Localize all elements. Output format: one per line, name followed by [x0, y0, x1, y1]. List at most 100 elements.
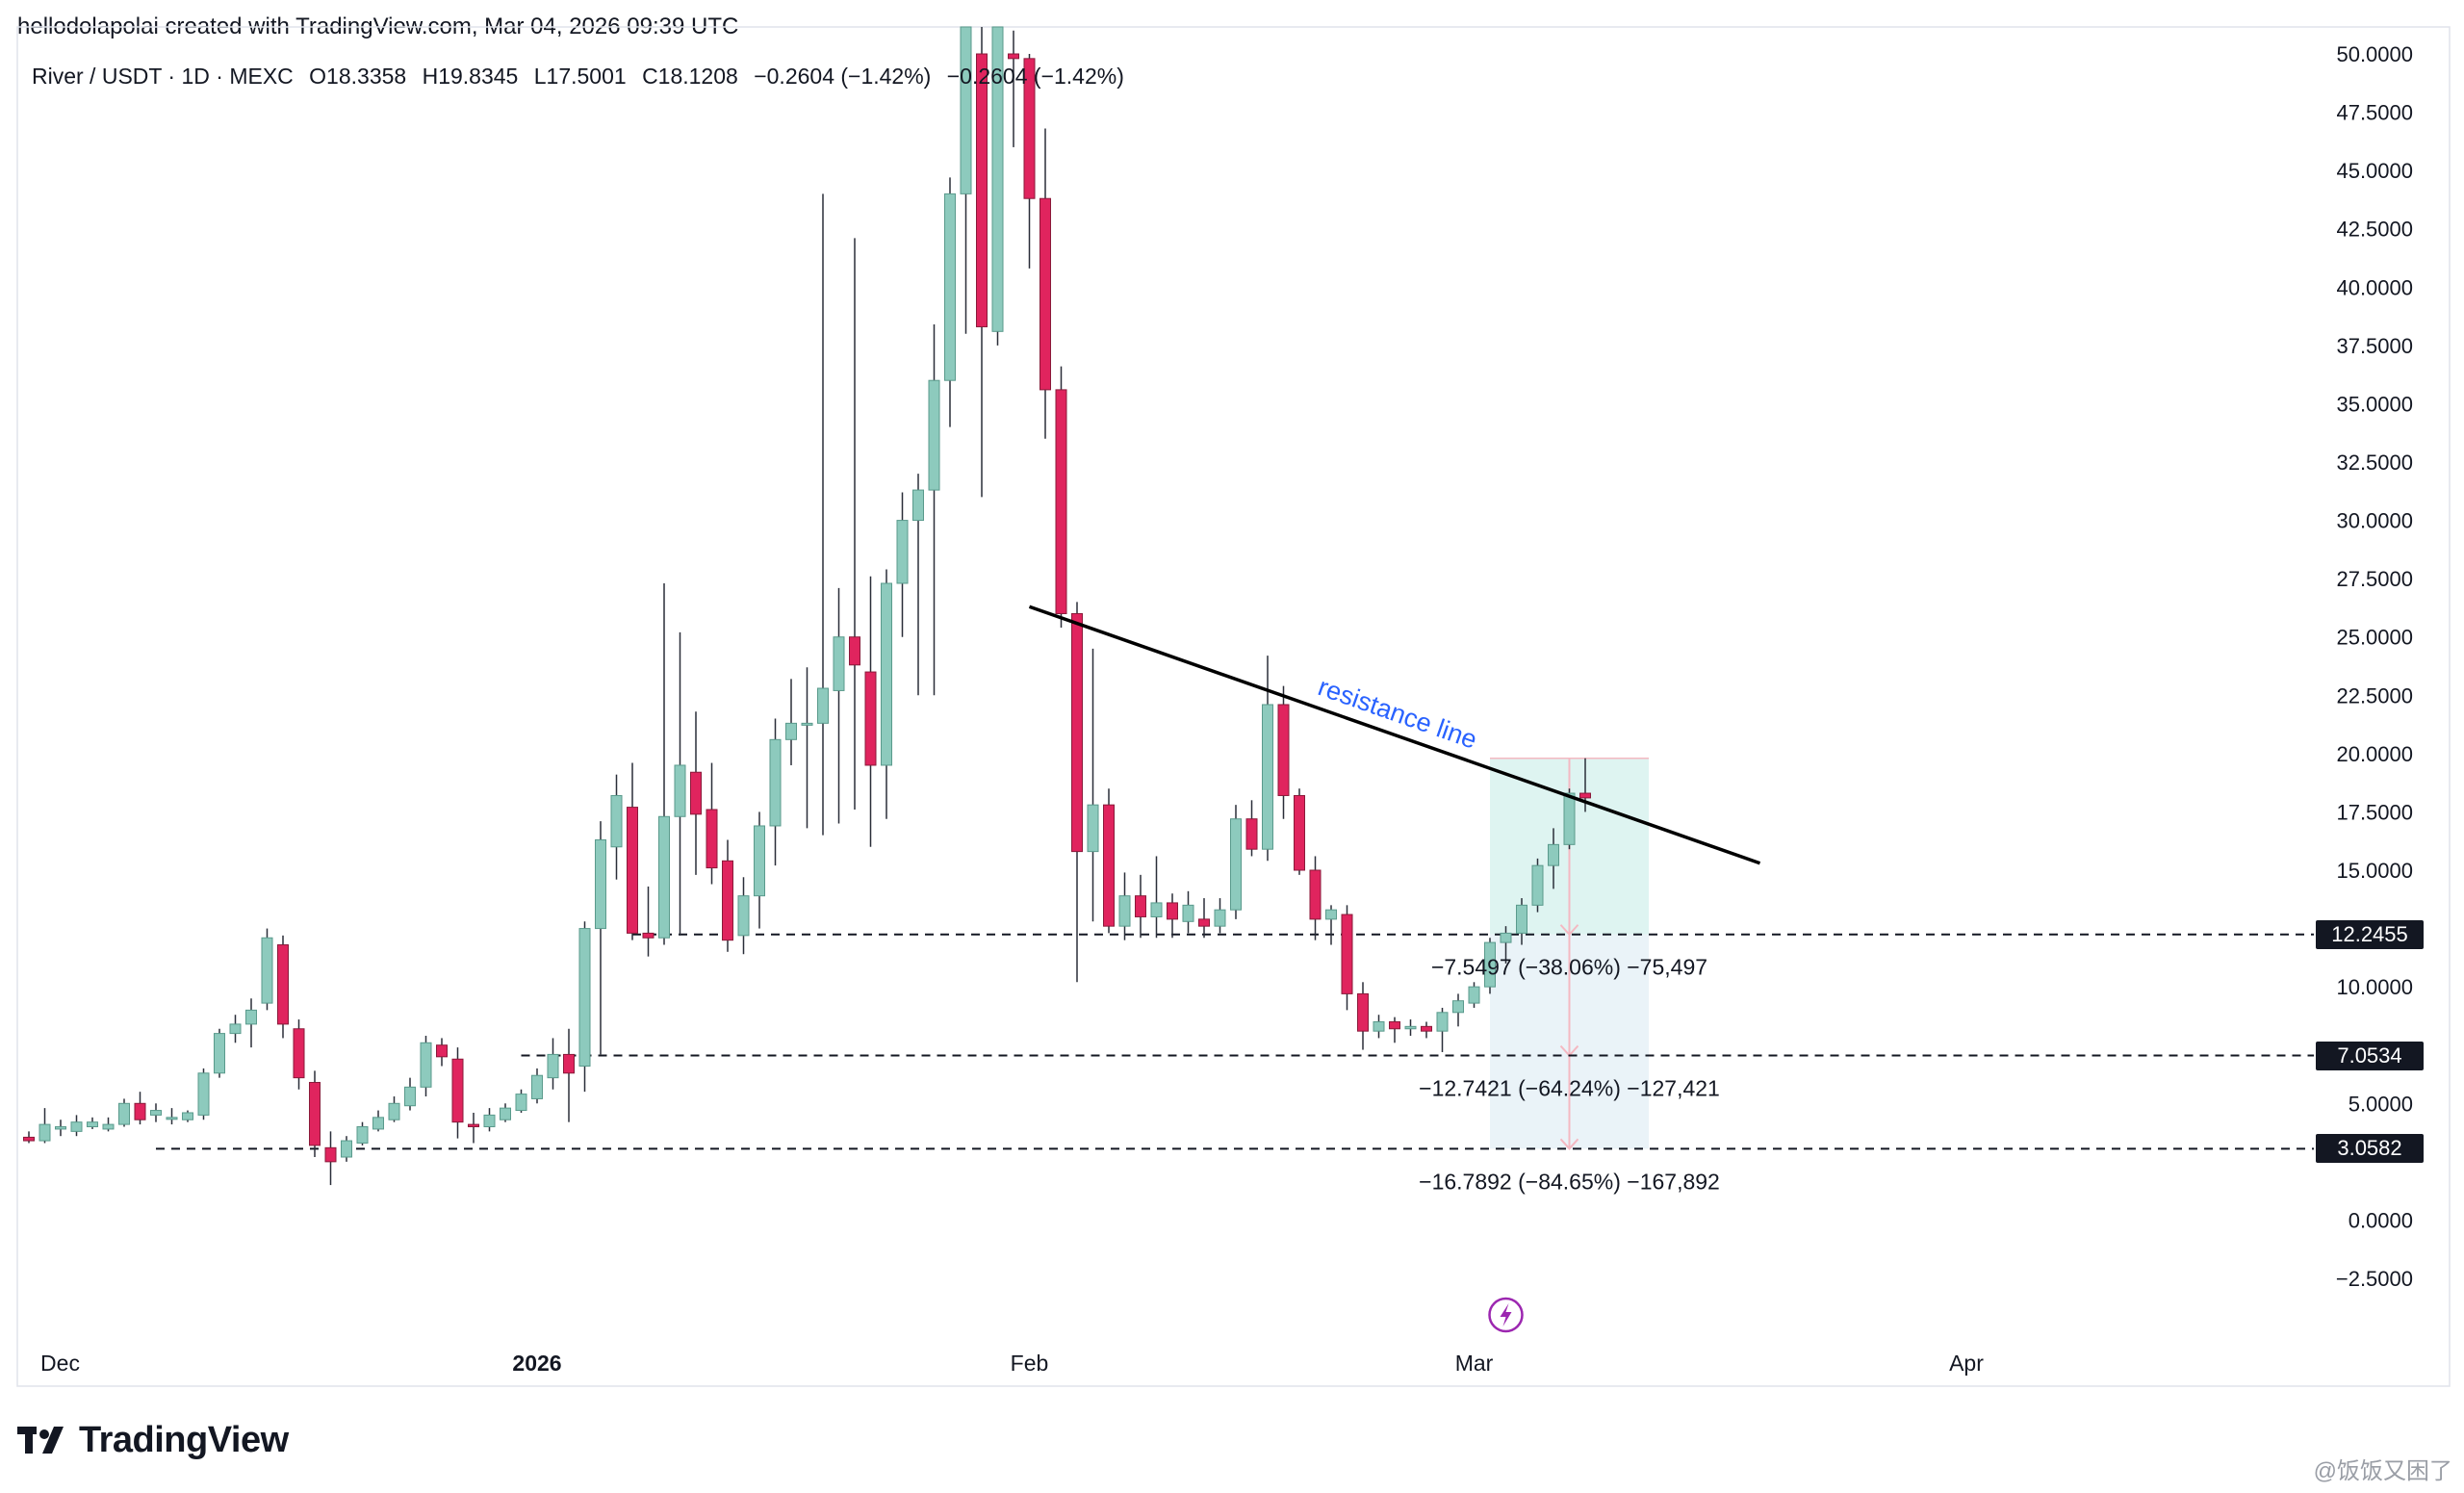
candle[interactable] [1452, 993, 1464, 1027]
candle[interactable] [849, 238, 860, 811]
candle[interactable] [1008, 30, 1019, 147]
candle[interactable] [150, 1103, 162, 1122]
resistance-line[interactable] [1028, 605, 1761, 865]
legend-symbol[interactable]: River / USDT · 1D · MEXC [32, 64, 294, 89]
candle[interactable] [1404, 1019, 1417, 1037]
candle[interactable] [1373, 1015, 1385, 1039]
candle[interactable] [87, 1117, 98, 1129]
candle[interactable] [1341, 905, 1353, 1011]
candle[interactable] [261, 928, 273, 1011]
candle[interactable] [944, 177, 956, 427]
candle[interactable] [754, 811, 765, 929]
candle[interactable] [500, 1103, 511, 1122]
candle[interactable] [468, 1112, 479, 1144]
candle[interactable] [420, 1036, 432, 1097]
candle[interactable] [864, 576, 877, 847]
candle[interactable] [1150, 856, 1163, 939]
candle[interactable] [642, 886, 654, 957]
candle[interactable] [578, 921, 591, 1093]
candle[interactable] [483, 1108, 496, 1132]
candle[interactable] [245, 998, 257, 1048]
candle[interactable] [769, 718, 782, 866]
candle[interactable] [1309, 856, 1322, 940]
candle[interactable] [1389, 1017, 1400, 1043]
candle[interactable] [1548, 828, 1559, 889]
candle[interactable] [1023, 54, 1036, 269]
candle[interactable] [293, 1019, 305, 1090]
candle[interactable] [1198, 898, 1210, 939]
candle[interactable] [436, 1038, 448, 1067]
candle[interactable] [38, 1108, 51, 1144]
candle[interactable] [134, 1092, 146, 1125]
candle[interactable] [1421, 1021, 1432, 1039]
candle[interactable] [595, 821, 606, 1055]
candle[interactable] [960, 26, 972, 334]
candle[interactable] [372, 1110, 384, 1132]
candle[interactable] [324, 1131, 337, 1186]
candle[interactable] [991, 26, 1004, 346]
candle[interactable] [1277, 685, 1290, 819]
candle[interactable] [1103, 788, 1115, 934]
candle[interactable] [451, 1047, 464, 1139]
candle[interactable] [896, 492, 909, 637]
candle[interactable] [1040, 128, 1051, 439]
candle[interactable] [658, 582, 670, 945]
candle[interactable] [1245, 800, 1258, 857]
candle[interactable] [706, 762, 718, 885]
candle[interactable] [118, 1098, 130, 1127]
tradingview-logo[interactable]: TradingView [17, 1420, 289, 1460]
candle[interactable] [817, 193, 829, 836]
candle[interactable] [1135, 874, 1146, 939]
candle[interactable] [610, 774, 623, 880]
candle[interactable] [1182, 890, 1194, 934]
candle[interactable] [1118, 872, 1131, 940]
candle[interactable] [1071, 602, 1083, 983]
candle[interactable] [674, 631, 686, 936]
candle[interactable] [388, 1096, 400, 1122]
candle[interactable] [1436, 1007, 1449, 1052]
candle[interactable] [801, 667, 813, 829]
candle[interactable] [197, 1068, 210, 1120]
candle[interactable] [1468, 982, 1480, 1008]
candle[interactable] [547, 1038, 559, 1090]
candle[interactable] [563, 1028, 575, 1122]
candle[interactable] [690, 711, 702, 875]
candle[interactable] [976, 27, 988, 498]
candle[interactable] [881, 569, 892, 819]
candle[interactable] [341, 1136, 352, 1162]
candle[interactable] [1516, 898, 1527, 945]
candle[interactable] [182, 1110, 193, 1122]
candle[interactable] [102, 1117, 115, 1132]
candle[interactable] [1357, 982, 1369, 1050]
candle[interactable] [277, 935, 289, 1039]
candle[interactable] [531, 1068, 543, 1104]
candle[interactable] [229, 1015, 242, 1043]
candle[interactable] [1230, 805, 1242, 919]
candle[interactable] [214, 1028, 225, 1078]
candle[interactable] [166, 1108, 178, 1125]
lightning-icon[interactable] [1488, 1297, 1524, 1333]
candle[interactable] [1294, 788, 1305, 875]
candle[interactable] [928, 324, 940, 696]
candle[interactable] [515, 1089, 527, 1113]
candle[interactable] [1262, 656, 1273, 862]
candle[interactable] [1325, 905, 1337, 945]
candle[interactable] [833, 587, 845, 824]
candle[interactable] [785, 679, 797, 765]
candle[interactable] [1563, 788, 1576, 850]
candle[interactable] [404, 1077, 416, 1111]
candle[interactable] [23, 1131, 35, 1144]
candle[interactable] [1167, 893, 1178, 939]
candle[interactable] [1055, 366, 1067, 629]
candle[interactable] [55, 1120, 66, 1137]
candle[interactable] [1531, 858, 1544, 913]
candle[interactable] [1214, 898, 1226, 934]
candle[interactable] [722, 839, 733, 952]
candle[interactable] [1500, 926, 1512, 964]
candle[interactable] [627, 762, 638, 940]
candle[interactable] [70, 1115, 83, 1137]
candle[interactable] [1087, 648, 1099, 922]
candle[interactable] [356, 1121, 369, 1145]
candle[interactable] [737, 877, 750, 955]
